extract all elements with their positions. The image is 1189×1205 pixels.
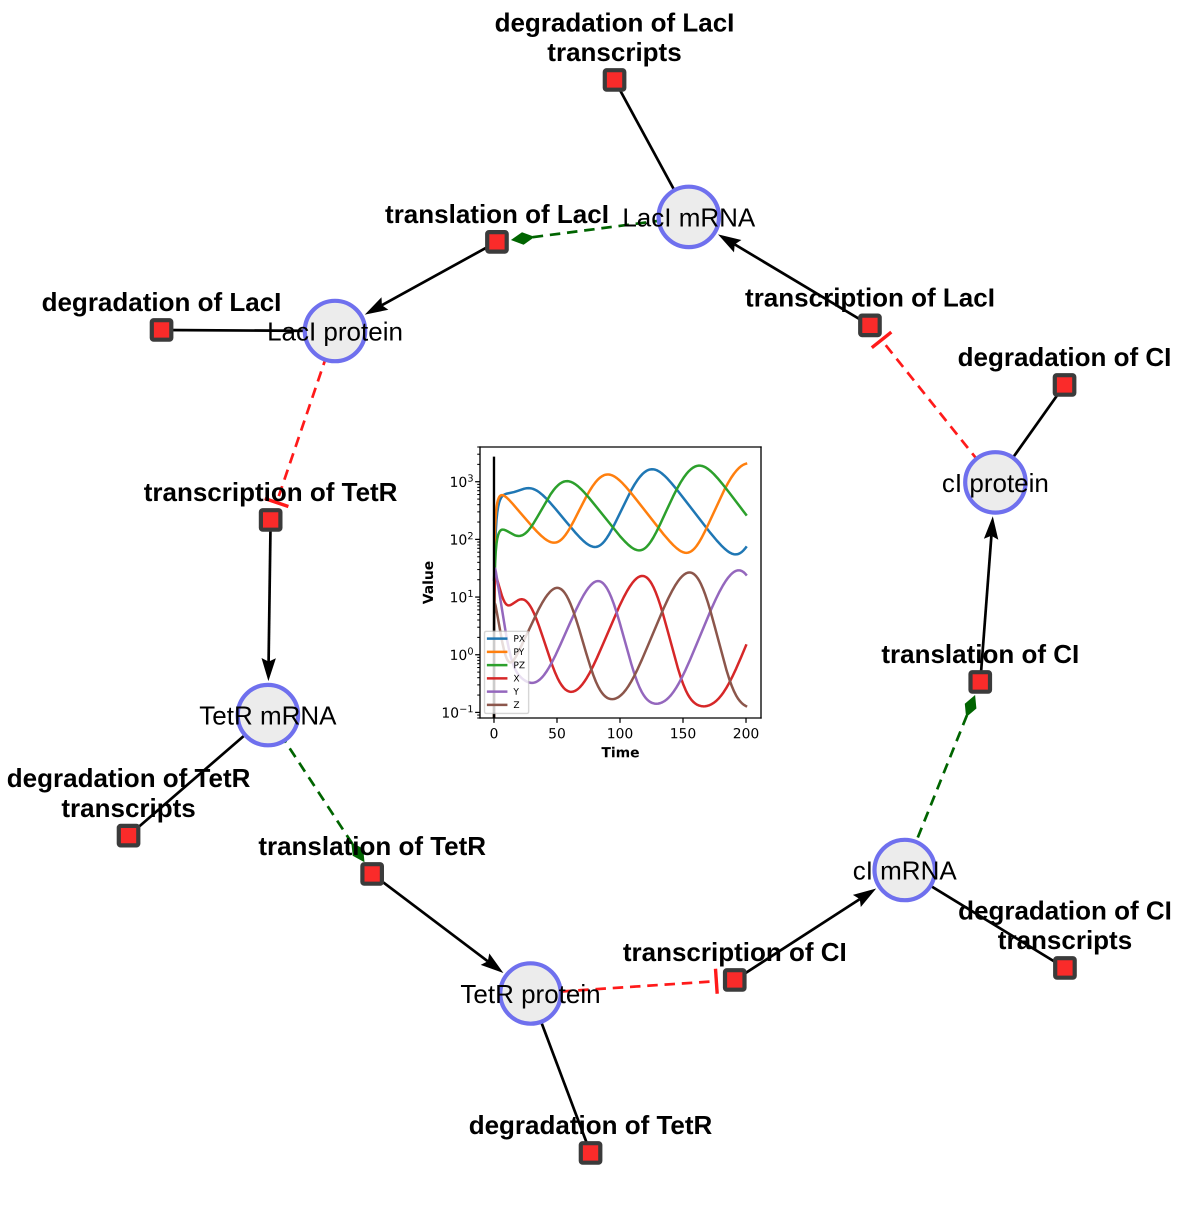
svg-text:degradation of TetR: degradation of TetR bbox=[7, 763, 251, 793]
svg-text:translation of CI: translation of CI bbox=[881, 639, 1079, 669]
svg-text:transcription of TetR: transcription of TetR bbox=[144, 477, 398, 507]
svg-text:cI protein: cI protein bbox=[942, 468, 1049, 498]
svg-text:transcription of CI: transcription of CI bbox=[623, 937, 847, 967]
svg-text:transcripts: transcripts bbox=[547, 37, 681, 67]
svg-text:degradation of LacI: degradation of LacI bbox=[42, 287, 282, 317]
svg-text:TetR mRNA: TetR mRNA bbox=[199, 701, 337, 731]
svg-text:cI mRNA: cI mRNA bbox=[853, 856, 958, 886]
svg-text:transcription of LacI: transcription of LacI bbox=[745, 283, 995, 313]
svg-text:TetR protein: TetR protein bbox=[460, 979, 600, 1009]
svg-text:degradation of LacI: degradation of LacI bbox=[495, 8, 735, 38]
svg-text:translation of TetR: translation of TetR bbox=[258, 831, 486, 861]
svg-text:degradation of CI: degradation of CI bbox=[958, 342, 1172, 372]
svg-text:degradation of TetR: degradation of TetR bbox=[469, 1110, 713, 1140]
svg-text:LacI protein: LacI protein bbox=[267, 317, 403, 347]
svg-text:LacI mRNA: LacI mRNA bbox=[622, 202, 756, 232]
svg-text:transcripts: transcripts bbox=[998, 925, 1132, 955]
svg-text:transcripts: transcripts bbox=[61, 793, 195, 823]
svg-text:translation of LacI: translation of LacI bbox=[385, 199, 609, 229]
svg-text:degradation of CI: degradation of CI bbox=[958, 896, 1172, 926]
